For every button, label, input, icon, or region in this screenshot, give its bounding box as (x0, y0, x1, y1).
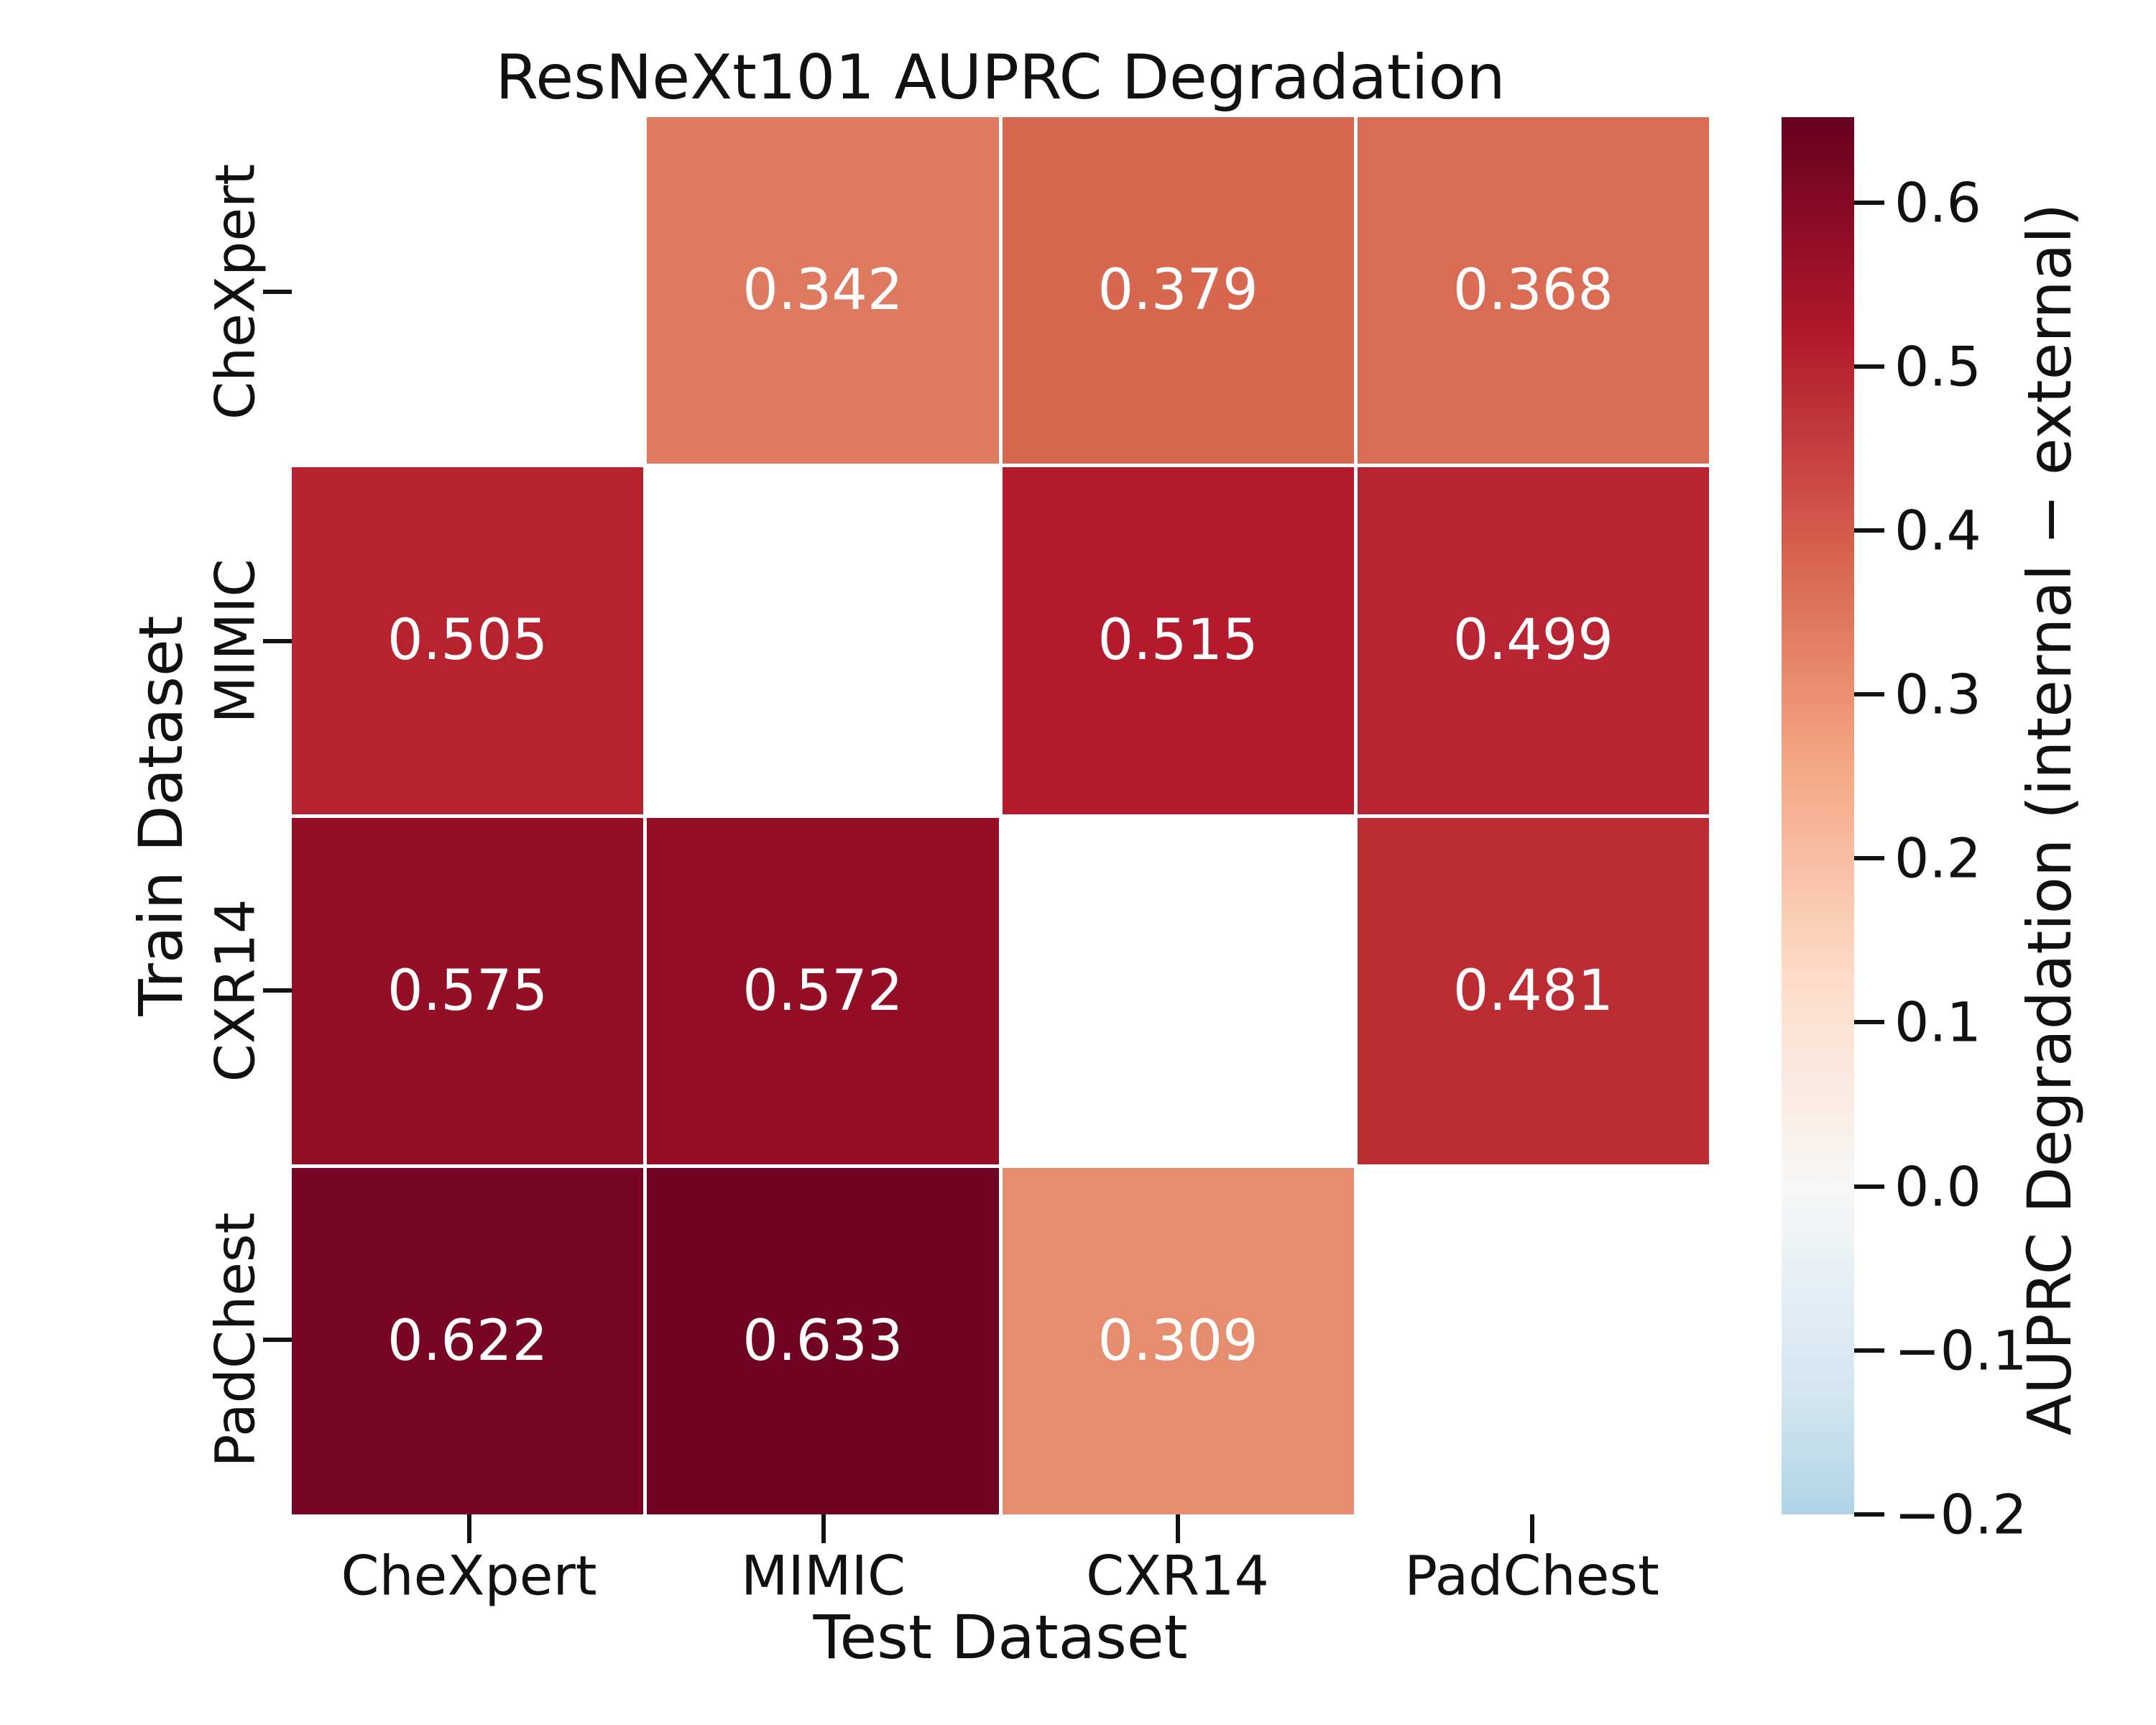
heatmap-cell: 0.622 (292, 1167, 644, 1514)
colorbar-tick-mark (1854, 1184, 1884, 1189)
heatmap-cell-empty (1357, 1167, 1709, 1514)
y-tick-mark (263, 988, 292, 993)
heatmap-cell-value: 0.481 (1452, 958, 1614, 1024)
y-axis-label: Train Dataset (126, 615, 196, 1016)
colorbar-tick-mark (1854, 1348, 1884, 1353)
heatmap-cell: 0.499 (1357, 467, 1709, 814)
colorbar-tick-label: 0.0 (1894, 1154, 1981, 1219)
heatmap-cell-value: 0.622 (387, 1308, 548, 1374)
colorbar-tick-label: 0.3 (1894, 662, 1981, 727)
y-tick-mark (263, 1338, 292, 1342)
heatmap-cell-empty (1002, 817, 1354, 1164)
heatmap-cell-empty (647, 467, 999, 814)
heatmap-cell-value: 0.505 (387, 608, 548, 673)
y-tick-label-mimic: MIMIC (203, 558, 267, 724)
colorbar-tick-mark (1854, 1512, 1884, 1517)
heatmap-cell-value: 0.368 (1452, 258, 1614, 323)
colorbar-tick-label: 0.1 (1894, 990, 1981, 1054)
heatmap-cell-value: 0.309 (1097, 1308, 1258, 1374)
heatmap-cell-value: 0.515 (1097, 608, 1258, 673)
x-tick-label-padchest: PadChest (1404, 1543, 1659, 1608)
colorbar-tick-label: 0.5 (1894, 334, 1981, 399)
colorbar-label: AUPRC Degradation (internal − external) (2014, 203, 2085, 1436)
heatmap-cell-empty (292, 117, 644, 464)
x-tick-label-mimic: MIMIC (740, 1543, 906, 1608)
colorbar-tick-mark (1854, 200, 1884, 205)
heatmap-cell: 0.505 (292, 467, 644, 814)
x-tick-label-chexpert: CheXpert (341, 1543, 597, 1608)
heatmap-grid: 0.342 0.379 0.368 0.505 0.515 0.499 0.575 0.572… (292, 117, 1709, 1514)
heatmap-cell: 0.481 (1357, 817, 1709, 1164)
heatmap-cell: 0.515 (1002, 467, 1354, 814)
heatmap-cell: 0.379 (1002, 117, 1354, 464)
colorbar-tick-label: −0.2 (1894, 1482, 2027, 1547)
heatmap-cell-value: 0.499 (1452, 608, 1614, 673)
y-tick-mark (263, 290, 292, 294)
colorbar-tick-mark (1854, 692, 1884, 697)
heatmap-cell: 0.309 (1002, 1167, 1354, 1514)
y-tick-label-cxr14: CXR14 (203, 898, 267, 1082)
x-tick-mark (466, 1514, 471, 1543)
x-tick-mark (1529, 1514, 1534, 1543)
colorbar-gradient (1782, 117, 1854, 1514)
heatmap-cell: 0.575 (292, 817, 644, 1164)
colorbar-tick-mark (1854, 364, 1884, 369)
x-axis-label: Test Dataset (813, 1602, 1188, 1673)
heatmap-cell: 0.572 (647, 817, 999, 1164)
heatmap-cell: 0.633 (647, 1167, 999, 1514)
y-tick-mark (263, 639, 292, 643)
heatmap-cell-value: 0.572 (742, 958, 903, 1024)
heatmap-cell-value: 0.575 (387, 958, 548, 1024)
heatmap-cell-value: 0.342 (742, 258, 903, 323)
x-tick-mark (1175, 1514, 1180, 1543)
chart-title: ResNeXt101 AUPRC Degradation (495, 42, 1506, 114)
y-tick-label-padchest: PadChest (203, 1212, 267, 1468)
colorbar-tick-mark (1854, 1020, 1884, 1025)
y-tick-label-chexpert: CheXpert (203, 163, 267, 420)
colorbar-tick-label: 0.6 (1894, 170, 1981, 235)
heatmap-cell: 0.368 (1357, 117, 1709, 464)
heatmap-cell-value: 0.379 (1097, 258, 1258, 323)
heatmap-cell: 0.342 (647, 117, 999, 464)
colorbar-tick-label: −0.1 (1894, 1318, 2027, 1383)
x-tick-label-cxr14: CXR14 (1086, 1543, 1269, 1608)
colorbar-tick-mark (1854, 856, 1884, 861)
colorbar-tick-mark (1854, 528, 1884, 533)
heatmap-cell-value: 0.633 (742, 1308, 903, 1374)
colorbar-tick-label: 0.2 (1894, 826, 1981, 891)
x-tick-mark (821, 1514, 826, 1543)
colorbar-tick-label: 0.4 (1894, 498, 1981, 563)
